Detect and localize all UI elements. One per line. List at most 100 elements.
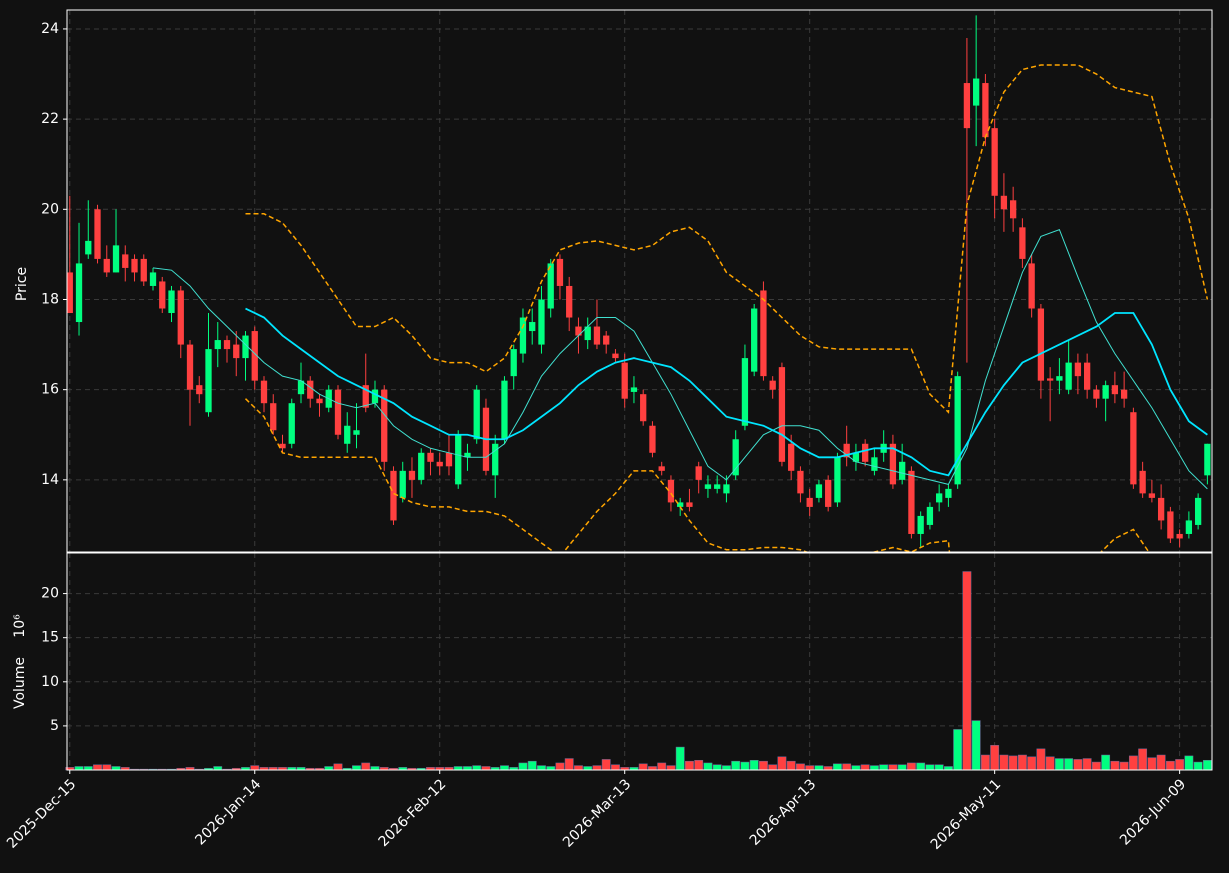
volume-bar xyxy=(1036,748,1046,771)
candle-body xyxy=(566,285,573,318)
candle-body xyxy=(353,430,360,435)
volume-bar xyxy=(860,764,870,771)
volume-bar xyxy=(83,766,93,771)
candle-body xyxy=(418,452,425,480)
volume-bar xyxy=(703,762,713,771)
volume-bar xyxy=(1110,760,1120,771)
volume-bar xyxy=(666,765,676,771)
candle-body xyxy=(695,466,702,480)
volume-bar xyxy=(786,760,796,771)
volume-bar xyxy=(463,766,472,771)
volume-bar xyxy=(564,758,574,771)
y-tick-label: 10 xyxy=(41,674,59,690)
candle-body xyxy=(945,488,952,498)
volume-bar xyxy=(740,761,750,771)
volume-bar xyxy=(648,766,657,771)
volume-bar xyxy=(1202,760,1212,771)
candle-body xyxy=(149,272,157,286)
candle-body xyxy=(797,470,804,494)
volume-bar xyxy=(537,765,546,771)
candle-body xyxy=(1083,362,1091,390)
volume-bar xyxy=(1156,754,1166,771)
candle-body xyxy=(473,389,480,440)
volume-bar xyxy=(870,765,879,771)
y-tick-label: 16 xyxy=(41,382,59,398)
candle-body xyxy=(751,308,758,372)
volume-bar xyxy=(722,765,731,771)
candle-body xyxy=(815,484,823,498)
candle-body xyxy=(464,452,471,458)
candle-body xyxy=(501,380,508,440)
candle-body xyxy=(242,335,249,359)
price-panel-frame xyxy=(66,9,1213,553)
candle-body xyxy=(390,470,397,521)
indicator-line xyxy=(244,398,1150,552)
candle-body xyxy=(67,272,73,314)
candle-body xyxy=(94,209,101,259)
candle-body xyxy=(723,484,730,494)
volume-bar xyxy=(1138,748,1148,771)
candle-body xyxy=(982,83,989,138)
candle-body xyxy=(1167,511,1174,539)
candle-body xyxy=(714,484,721,489)
volume-bar xyxy=(814,765,824,771)
volume-bar xyxy=(472,765,482,771)
volume-bar xyxy=(592,765,602,771)
volume-bar xyxy=(611,764,620,771)
volume-bar xyxy=(518,762,528,771)
volume-bar xyxy=(1073,759,1083,771)
volume-bar xyxy=(851,765,861,771)
candle-body xyxy=(1102,385,1109,399)
volume-bar xyxy=(759,760,768,771)
candle-body xyxy=(297,380,305,395)
candle-body xyxy=(270,403,277,431)
candle-body xyxy=(862,443,869,462)
candle-body xyxy=(1028,263,1035,309)
candle-body xyxy=(205,349,212,413)
volume-bar xyxy=(796,763,805,771)
candle-body xyxy=(963,83,971,129)
candle-body xyxy=(1074,362,1082,377)
candle-body xyxy=(954,376,961,485)
candle-body xyxy=(1111,385,1119,395)
volume-bar xyxy=(1091,761,1101,771)
volume-bar xyxy=(1128,755,1138,771)
candle-body xyxy=(223,340,231,350)
price-axis-label: Price xyxy=(14,267,30,301)
volume-bar xyxy=(685,760,694,771)
volume-bar xyxy=(916,762,926,771)
y-tick-label: 5 xyxy=(50,718,59,734)
volume-bar xyxy=(1193,761,1203,771)
candle-body xyxy=(871,457,878,471)
volume-bar xyxy=(907,762,916,771)
candle-body xyxy=(455,434,462,485)
candle-body xyxy=(1148,493,1156,498)
candle-body xyxy=(131,258,138,273)
volume-bar xyxy=(481,766,491,771)
y-tick-label: 22 xyxy=(41,111,59,127)
volume-bar xyxy=(777,756,787,771)
candle-body xyxy=(159,281,166,309)
volume-bar xyxy=(453,766,463,771)
candle-body xyxy=(926,506,934,525)
candle-body xyxy=(667,479,675,503)
candle-body xyxy=(1065,362,1072,390)
candle-body xyxy=(1093,389,1100,399)
volume-bar xyxy=(1147,757,1157,771)
candle-body xyxy=(825,479,832,507)
volume-bar xyxy=(768,764,778,771)
volume-bar xyxy=(1054,758,1064,771)
candle-body xyxy=(658,466,665,471)
candle-body xyxy=(1185,520,1193,534)
volume-panel-frame xyxy=(66,552,1213,771)
volume-bar xyxy=(1175,759,1185,771)
y-tick-label: 24 xyxy=(41,21,59,37)
volume-bar xyxy=(925,764,935,771)
candle-body xyxy=(547,263,554,309)
candle-body xyxy=(899,461,906,480)
candle-body xyxy=(233,344,240,359)
candle-body xyxy=(1037,308,1045,381)
candle-body xyxy=(908,470,915,534)
candle-body xyxy=(177,290,184,345)
candle-body xyxy=(186,344,194,390)
